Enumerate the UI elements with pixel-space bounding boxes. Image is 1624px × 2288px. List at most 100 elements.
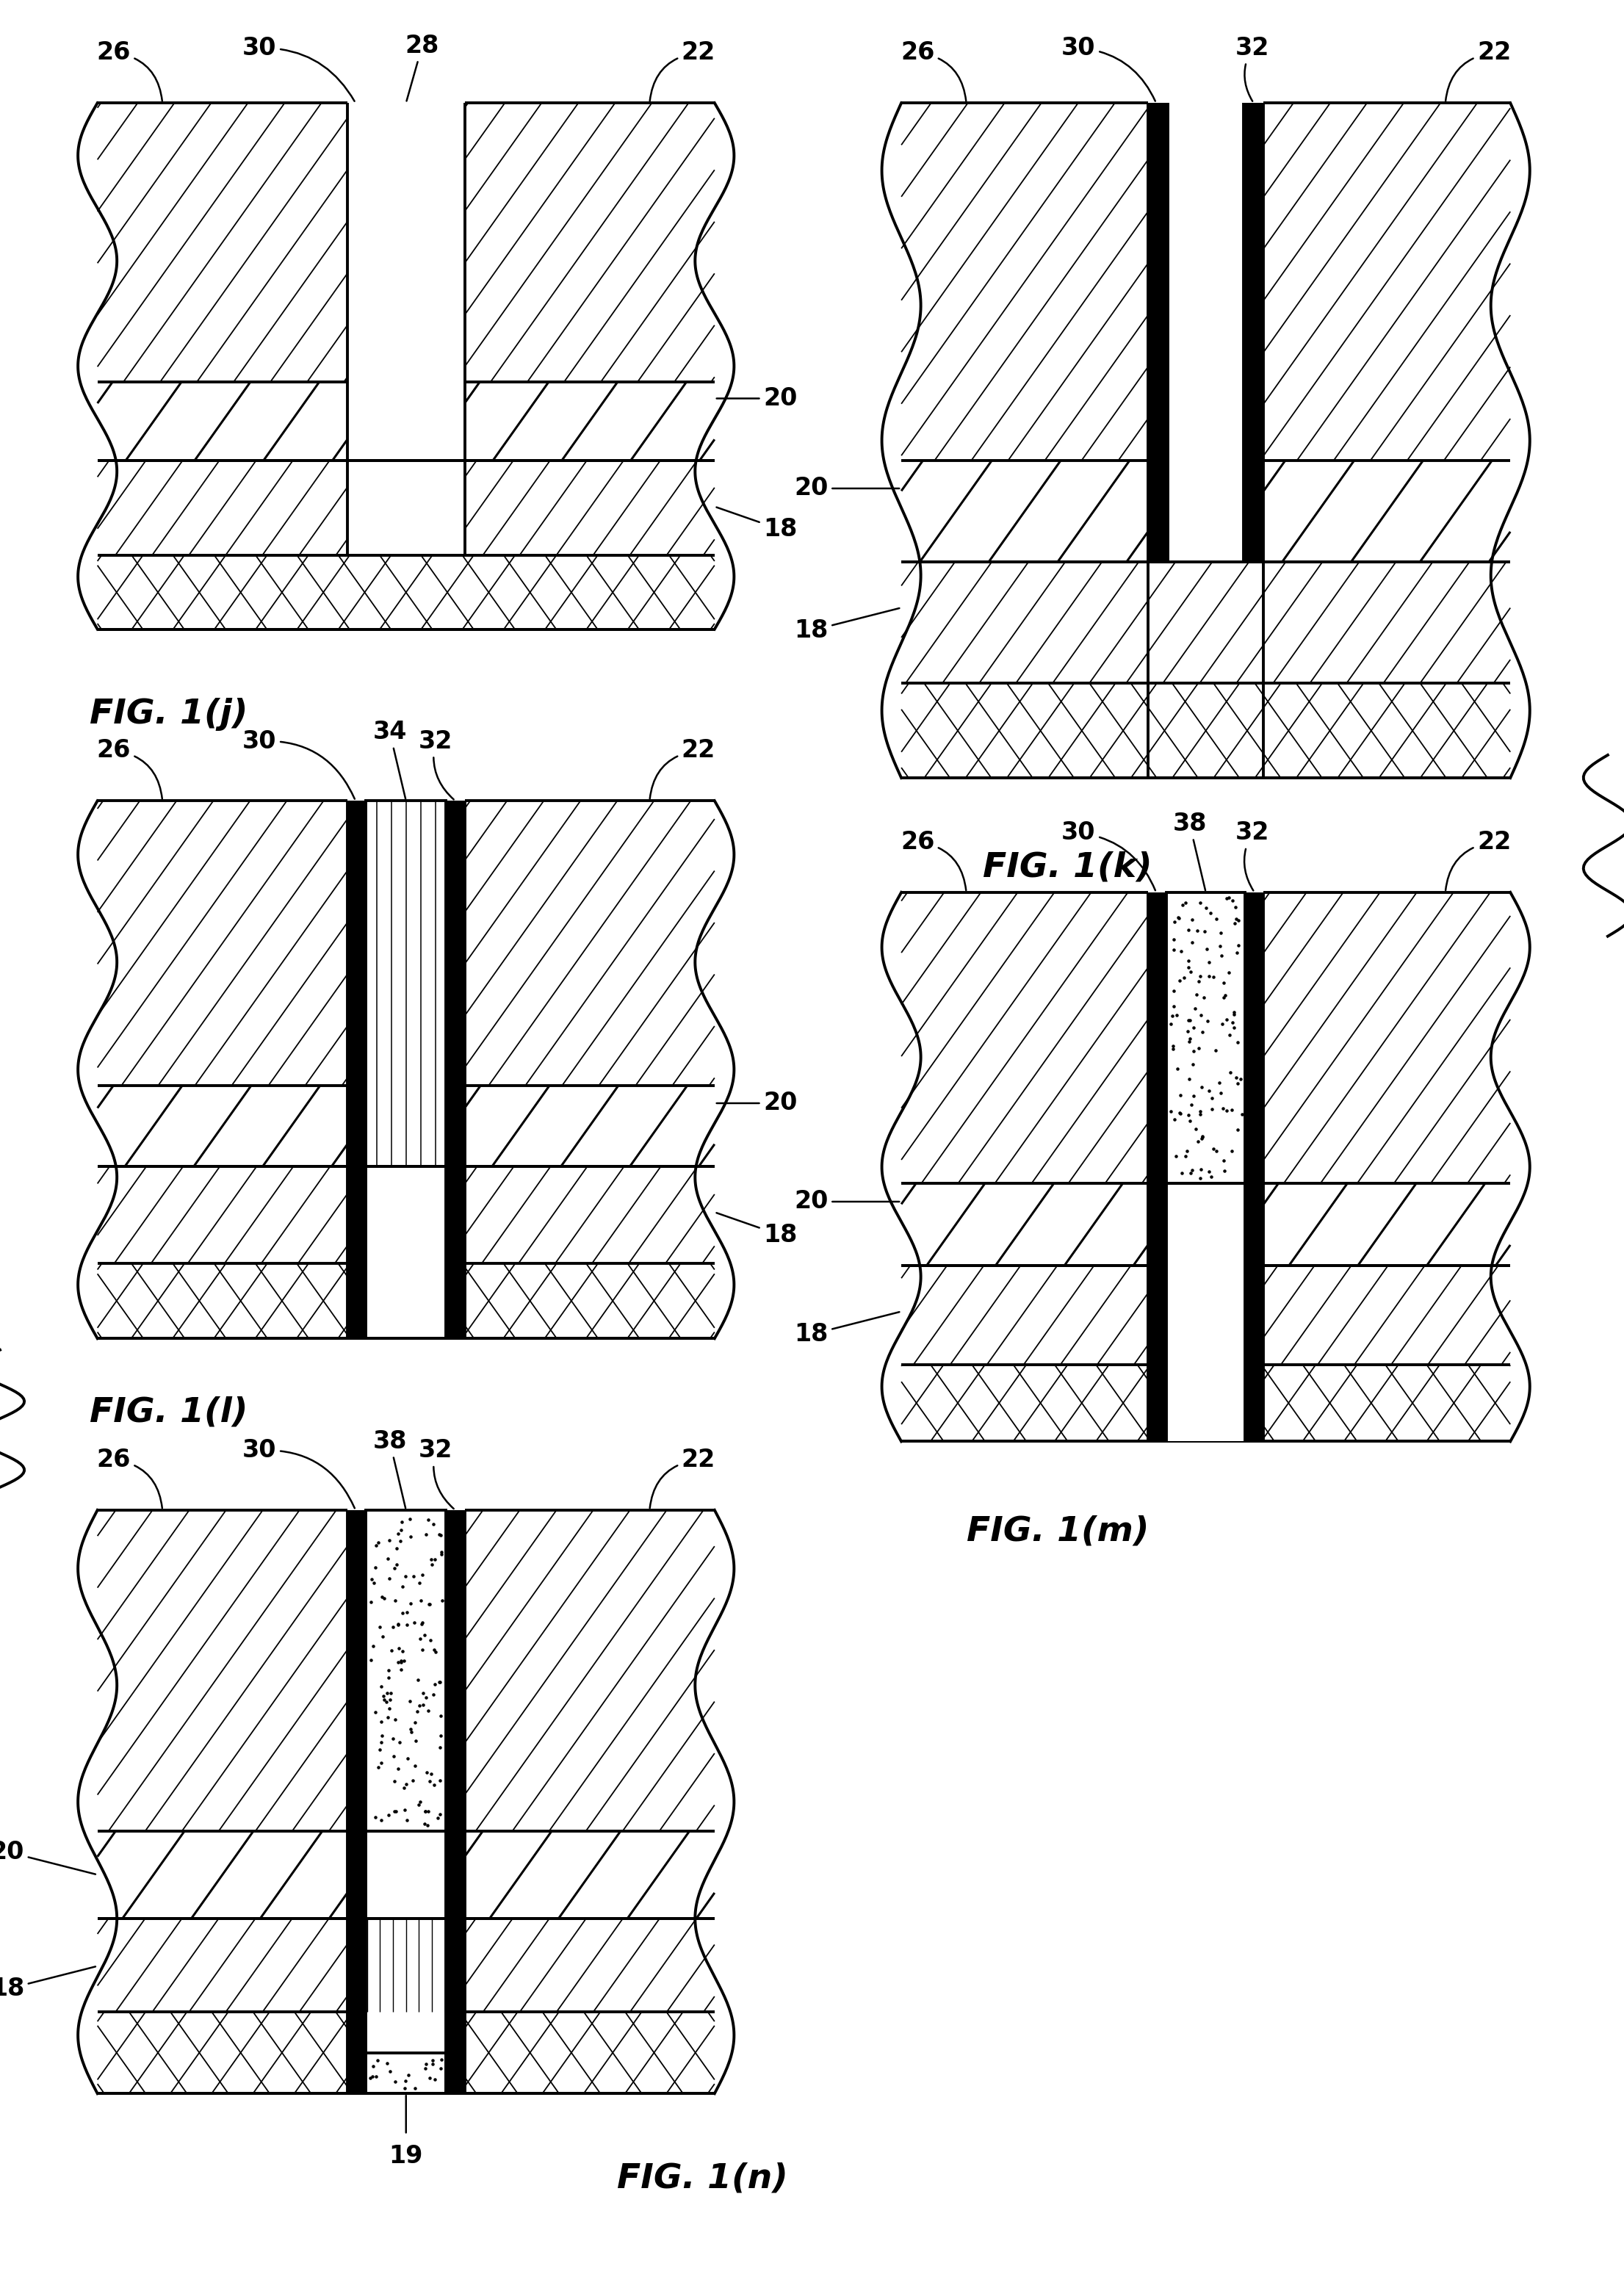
- Point: [377, 2052, 403, 2089]
- Point: [391, 1643, 417, 1679]
- Point: [1168, 934, 1194, 970]
- Point: [412, 2050, 438, 2087]
- Point: [398, 1586, 424, 1622]
- Point: [412, 1679, 438, 1716]
- Point: [1229, 1096, 1255, 1133]
- Point: [416, 1586, 442, 1622]
- Point: [393, 1801, 419, 1837]
- Text: 34: 34: [374, 721, 406, 799]
- Point: [372, 1682, 398, 1718]
- Bar: [365, 2052, 447, 2094]
- Point: [1224, 1066, 1250, 1103]
- Text: 32: 32: [1236, 37, 1268, 101]
- Text: 30: 30: [242, 730, 354, 799]
- Bar: [365, 1510, 447, 1830]
- Point: [1173, 1137, 1199, 1174]
- Point: [414, 1755, 440, 1792]
- Text: 30: 30: [242, 37, 354, 101]
- Point: [406, 1787, 432, 1824]
- Point: [1166, 1094, 1192, 1130]
- Point: [1161, 988, 1187, 1025]
- Point: [377, 1691, 403, 1727]
- Text: 38: 38: [372, 1430, 408, 1508]
- Point: [1220, 1133, 1246, 1169]
- Point: [385, 1643, 411, 1679]
- Text: FIG. 1(m): FIG. 1(m): [966, 1515, 1148, 1547]
- Point: [369, 1716, 395, 1753]
- Bar: [348, 1510, 365, 2094]
- Point: [387, 1725, 412, 1762]
- Bar: [348, 801, 464, 1338]
- Point: [357, 1643, 383, 1679]
- Text: FIG. 1(j): FIG. 1(j): [89, 698, 247, 730]
- Point: [1218, 1091, 1244, 1128]
- Point: [401, 1604, 427, 1640]
- Bar: [1148, 103, 1168, 563]
- Text: 22: 22: [650, 41, 715, 101]
- Point: [377, 1560, 403, 1597]
- Bar: [348, 460, 464, 556]
- Point: [1161, 931, 1187, 968]
- Point: [1177, 1087, 1203, 1123]
- Point: [1197, 1153, 1223, 1190]
- Point: [382, 1702, 408, 1739]
- Point: [1186, 1030, 1212, 1066]
- Point: [377, 1682, 403, 1718]
- Point: [380, 1608, 406, 1645]
- Bar: [1166, 1183, 1246, 1441]
- Point: [382, 1762, 408, 1798]
- Point: [427, 1762, 453, 1798]
- Point: [425, 1801, 451, 1837]
- Point: [365, 1748, 391, 1785]
- Point: [421, 1766, 447, 1803]
- Point: [409, 1686, 435, 1723]
- Bar: [1148, 892, 1166, 1441]
- Text: 32: 32: [419, 730, 453, 799]
- Bar: [1246, 892, 1263, 1441]
- Point: [404, 1693, 430, 1730]
- Point: [1223, 1059, 1249, 1096]
- Bar: [464, 801, 715, 1087]
- Point: [367, 1608, 393, 1645]
- Point: [375, 1540, 401, 1576]
- Point: [1158, 1094, 1184, 1130]
- Bar: [97, 2011, 715, 2094]
- Point: [382, 2064, 408, 2100]
- Bar: [365, 2045, 447, 2094]
- Point: [409, 1631, 435, 1668]
- Bar: [464, 382, 715, 460]
- Point: [1169, 888, 1195, 924]
- Text: 18: 18: [0, 1968, 96, 2002]
- Bar: [97, 1830, 348, 1917]
- Point: [429, 1533, 455, 1570]
- Point: [1181, 1078, 1207, 1114]
- Point: [1203, 901, 1229, 938]
- Point: [1210, 1004, 1236, 1041]
- Point: [359, 1560, 385, 1597]
- Point: [364, 2041, 390, 2078]
- Bar: [97, 103, 348, 382]
- Point: [1200, 959, 1226, 995]
- Text: 18: 18: [794, 609, 900, 643]
- Point: [1210, 1142, 1236, 1178]
- Point: [1161, 972, 1187, 1009]
- Point: [400, 1558, 425, 1595]
- Point: [382, 1794, 408, 1830]
- Text: FIG. 1(n): FIG. 1(n): [617, 2162, 788, 2194]
- Point: [429, 1583, 455, 1620]
- Point: [1190, 979, 1216, 1016]
- Point: [412, 1794, 438, 1830]
- Text: 26: 26: [97, 1448, 162, 1508]
- Point: [372, 1581, 398, 1618]
- Point: [1195, 959, 1221, 995]
- Point: [427, 1517, 453, 1554]
- Point: [403, 1748, 429, 1785]
- Point: [1221, 904, 1247, 940]
- Point: [1171, 959, 1197, 995]
- Text: FIG. 1(k): FIG. 1(k): [983, 851, 1151, 883]
- Point: [422, 1666, 448, 1702]
- Bar: [1148, 892, 1263, 1441]
- Text: 26: 26: [901, 831, 966, 890]
- Point: [1179, 901, 1205, 938]
- Point: [385, 1750, 411, 1787]
